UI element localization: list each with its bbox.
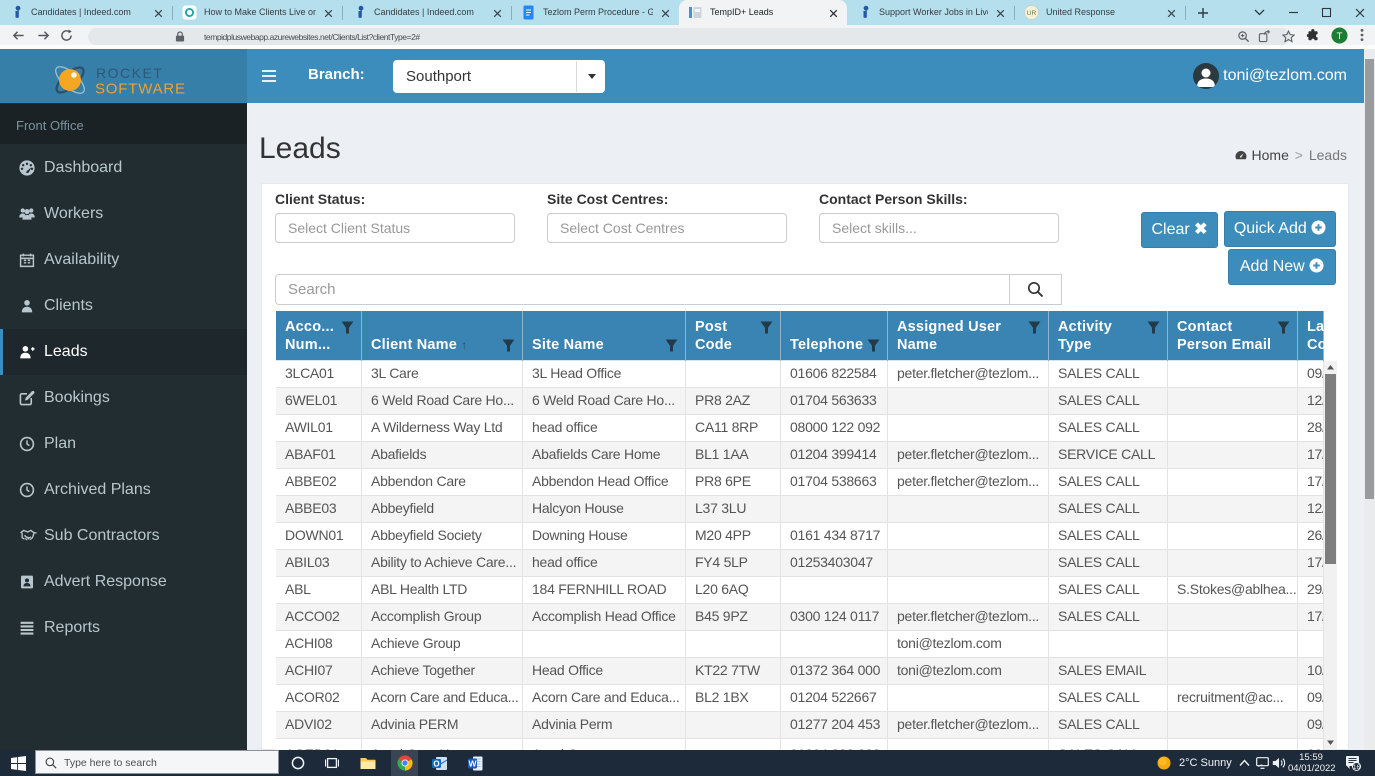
svg-text:ROCKET: ROCKET [96, 65, 163, 81]
svg-text:T: T [1337, 31, 1343, 42]
svg-text:O: O [433, 759, 439, 768]
svg-text:W: W [468, 759, 477, 769]
svg-text:UR: UR [1027, 10, 1037, 17]
svg-text:16: 16 [1353, 764, 1361, 771]
svg-text:SOFTWARE: SOFTWARE [95, 81, 186, 98]
